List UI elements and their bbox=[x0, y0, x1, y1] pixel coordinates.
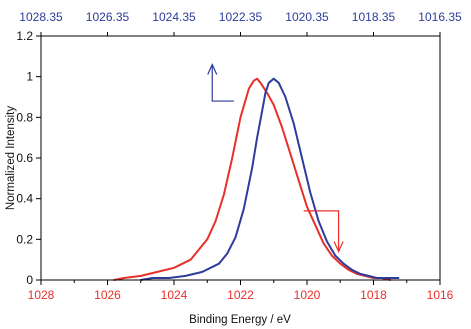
x-top-tick-label: 1020.35 bbox=[285, 10, 329, 24]
y-axis-title: Normalized Intensity bbox=[5, 106, 17, 210]
x-bottom-tick-label: 1024 bbox=[161, 288, 188, 302]
y-tick-label: 0.6 bbox=[16, 151, 33, 165]
series-layer bbox=[113, 77, 400, 281]
x-bottom-tick-label: 1026 bbox=[94, 288, 121, 302]
annotation-layer bbox=[207, 63, 344, 253]
y-tick-label: 1 bbox=[26, 70, 33, 84]
x-bottom-tick-label: 1022 bbox=[227, 288, 254, 302]
blue-shift-arrow-line bbox=[211, 64, 234, 102]
red-shift-arrow-head bbox=[333, 241, 344, 253]
blue-shift-arrow-head bbox=[207, 63, 218, 75]
tick-labels: 1028 1026 1024 1022 1020 1018 1016 1028.35 1026.… bbox=[16, 10, 462, 302]
red-spectrum-line bbox=[113, 77, 392, 281]
plot-area-frame bbox=[40, 35, 441, 281]
x-top-tick-label: 1022.35 bbox=[219, 10, 263, 24]
x-top-tick-label: 1016.35 bbox=[418, 10, 462, 24]
blue-spectrum-line bbox=[139, 77, 400, 281]
x-top-tick-label: 1026.35 bbox=[86, 10, 130, 24]
y-tick-label: 0 bbox=[26, 273, 33, 287]
red-shift-arrow-line bbox=[303, 210, 340, 252]
x-top-tick-label: 1024.35 bbox=[152, 10, 196, 24]
x-bottom-tick-label: 1028 bbox=[28, 288, 55, 302]
x-top-tick-label: 1028.35 bbox=[19, 10, 63, 24]
x-bottom-tick-label: 1018 bbox=[360, 288, 387, 302]
x-top-tick-label: 1018.35 bbox=[352, 10, 396, 24]
x-bottom-tick-label: 1016 bbox=[427, 288, 454, 302]
x-axis-title: Binding Energy / eV bbox=[189, 314, 291, 326]
y-tick-label: 1.2 bbox=[16, 29, 33, 43]
y-tick-label: 0.2 bbox=[16, 232, 33, 246]
y-tick-label: 0.4 bbox=[16, 192, 33, 206]
tick-marks bbox=[36, 32, 441, 285]
y-tick-label: 0.8 bbox=[16, 110, 33, 124]
x-bottom-tick-label: 1020 bbox=[294, 288, 321, 302]
